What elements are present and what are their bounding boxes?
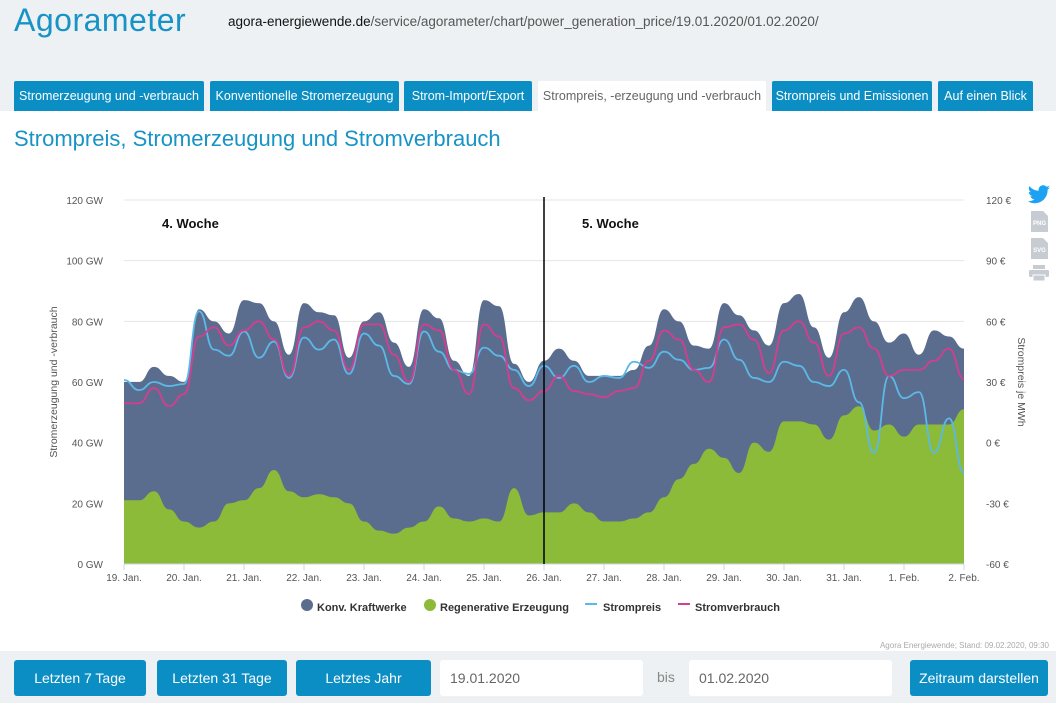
x-tick-label: 2. Feb.	[948, 573, 979, 584]
chart-export-icons: PNG SVG	[1026, 185, 1052, 281]
x-tick-label: 27. Jan.	[586, 573, 622, 584]
y-tick-label: 100 GW	[66, 257, 103, 268]
legend-marker-konv	[301, 599, 313, 611]
legend-strompreis[interactable]: Strompreis	[603, 602, 661, 614]
y2-axis-title: Strompreis je MWh	[1015, 337, 1027, 426]
week-label: 5. Woche	[582, 216, 639, 231]
x-tick-label: 26. Jan.	[526, 573, 562, 584]
x-tick-label: 31. Jan.	[826, 573, 862, 584]
app-title: Agorameter	[14, 2, 187, 38]
x-tick-label: 20. Jan.	[166, 573, 202, 584]
x-axis: 19. Jan. 20. Jan. 21. Jan. 22. Jan. 23. Jan.…	[106, 563, 980, 584]
x-tick-label: 24. Jan.	[406, 573, 442, 584]
png-download-icon[interactable]: PNG	[1030, 211, 1048, 232]
legend-stromverbrauch[interactable]: Stromverbrauch	[695, 602, 780, 614]
x-tick-label: 22. Jan.	[286, 573, 322, 584]
tab-strompreis-emissionen[interactable]: Strompreis und Emissionen	[772, 81, 932, 111]
x-tick-label: 25. Jan.	[466, 573, 502, 584]
y-tick-label: 120 GW	[66, 196, 103, 207]
png-icon-label: PNG	[1032, 221, 1045, 227]
svg-download-icon[interactable]: SVG	[1030, 238, 1048, 259]
y-tick-label: 20 GW	[72, 499, 104, 510]
x-tick-label: 28. Jan.	[646, 573, 682, 584]
x-tick-label: 19. Jan.	[106, 573, 142, 584]
url-domain: agora-energiewende.de	[228, 14, 371, 29]
annotations: 4. Woche 5. Woche	[162, 197, 639, 564]
y-axis-right: -60 € -30 € 0 € 30 € 60 € 90 € 120 €	[986, 196, 1011, 571]
y2-tick-label: 60 €	[986, 317, 1006, 328]
week-label: 4. Woche	[162, 216, 219, 231]
y-tick-label: 40 GW	[72, 439, 104, 450]
chart: 19. Jan. 20. Jan. 21. Jan. 22. Jan. 23. Jan.…	[48, 196, 1050, 650]
y2-tick-label: -30 €	[986, 499, 1009, 510]
tab-strompreis-erzeugung[interactable]: Strompreis, -erzeugung und -verbrauch	[538, 81, 766, 111]
line-stromverbrauch	[124, 320, 965, 408]
svg-icon-label: SVG	[1033, 248, 1046, 254]
from-date-input[interactable]	[440, 660, 643, 696]
tab-stromerzeugung[interactable]: Stromerzeugung und -verbrauch	[14, 81, 204, 111]
y-tick-label: 60 GW	[72, 378, 104, 389]
y-axis-title: Stromerzeugung und -verbrauch	[48, 306, 60, 457]
y2-tick-label: 120 €	[986, 196, 1011, 207]
y2-tick-label: 90 €	[986, 257, 1006, 268]
x-tick-label: 29. Jan.	[706, 573, 742, 584]
print-icon[interactable]	[1029, 265, 1049, 281]
legend-regenerativ[interactable]: Regenerative Erzeugung	[440, 602, 569, 614]
y-axis-left: 0 GW 20 GW 40 GW 60 GW 80 GW 100 GW 120 GW	[66, 196, 103, 571]
x-tick-label: 1. Feb.	[888, 573, 919, 584]
bis-label: bis	[657, 669, 675, 685]
page-title: Strompreis, Stromerzeugung und Stromverb…	[14, 126, 501, 151]
x-tick-label: 21. Jan.	[226, 573, 262, 584]
y2-tick-label: 0 €	[986, 439, 1000, 450]
y2-tick-label: -60 €	[986, 560, 1009, 571]
legend-konv[interactable]: Konv. Kraftwerke	[317, 602, 407, 614]
area-regenerative-erzeugung	[124, 406, 964, 564]
last-31-days-button[interactable]: Letzten 31 Tage	[157, 660, 287, 696]
twitter-icon[interactable]	[1027, 185, 1051, 205]
x-tick-label: 23. Jan.	[346, 573, 382, 584]
y-tick-label: 0 GW	[77, 560, 103, 571]
y2-tick-label: 30 €	[986, 378, 1006, 389]
tab-import-export[interactable]: Strom-Import/Export	[404, 81, 532, 111]
url-path: /service/agorameter/chart/power_generati…	[370, 14, 819, 29]
legend-marker-regenerativ	[424, 599, 436, 611]
tab-auf-einen-blick[interactable]: Auf einen Blick	[938, 81, 1033, 111]
legend: Konv. Kraftwerke Regenerative Erzeugung …	[301, 599, 780, 614]
last-year-button[interactable]: Letztes Jahr	[296, 660, 431, 696]
x-tick-label: 30. Jan.	[766, 573, 802, 584]
to-date-input[interactable]	[689, 660, 892, 696]
tab-konventionelle[interactable]: Konventionelle Stromerzeugung	[210, 81, 399, 111]
chart-credit: Agora Energiewende; Stand: 09.02.2020, 0…	[880, 641, 1050, 650]
url-display: agora-energiewende.de/service/agorameter…	[228, 14, 819, 29]
y-tick-label: 80 GW	[72, 317, 104, 328]
show-range-button[interactable]: Zeitraum darstellen	[910, 660, 1048, 696]
last-7-days-button[interactable]: Letzten 7 Tage	[14, 660, 146, 696]
